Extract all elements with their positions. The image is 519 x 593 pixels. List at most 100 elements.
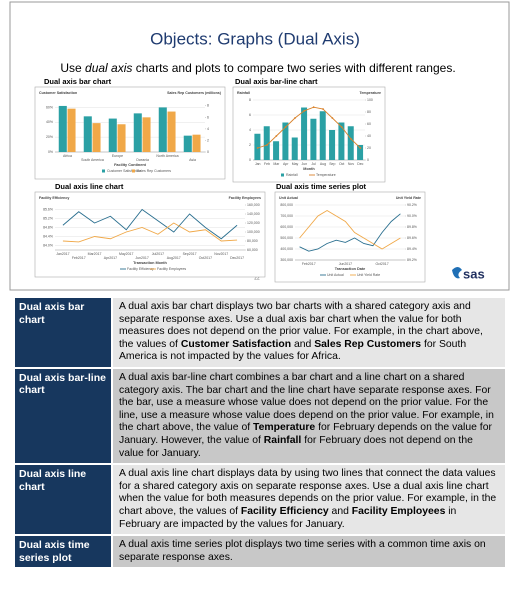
y2-axis-title: Sales Rep Customers (millions) — [167, 91, 222, 95]
line-point — [256, 147, 259, 149]
x-tick-label: Mar2017 — [88, 252, 102, 256]
bar — [329, 130, 336, 160]
x-tick-label: South America — [81, 158, 104, 162]
line-point — [275, 135, 278, 137]
y-axis-title: Facility Efficiency — [39, 196, 69, 200]
description-text: A dual axis bar chart displays two bar c… — [119, 301, 483, 350]
chart-heading: Dual axis bar chart — [44, 77, 112, 86]
term-cell: Dual axis bar chart — [15, 298, 111, 367]
table: Dual axis bar chart A dual axis bar chart… — [15, 298, 505, 569]
y2-tick-label: 90.0% — [407, 214, 417, 218]
slide-title: Objects: Graphs (Dual Axis) — [150, 29, 360, 48]
x-tick-label: Jul2017 — [152, 252, 164, 256]
term-cell: Dual axis bar-line chart — [15, 368, 111, 464]
description-cell: A dual axis time series plot displays tw… — [113, 536, 505, 568]
x-tick-label: Apr — [283, 162, 289, 166]
description-text: for South America is not impacted by the… — [119, 338, 467, 363]
y-axis-title: Rainfall — [237, 91, 250, 95]
subtitle-part: charts and plots to compare two series w… — [132, 61, 455, 75]
x-tick-label: May2017 — [119, 252, 133, 256]
slide-subtitle: Use dual axis charts and plots to compar… — [60, 61, 455, 75]
legend-label: Facility Efficiency — [127, 267, 154, 271]
x-tick-label: Jul — [311, 162, 316, 166]
line-point — [340, 126, 343, 128]
y2-tick-label: 0 — [207, 150, 209, 154]
y-tick-label: 2 — [249, 143, 251, 147]
x-tick-label: Sep2017 — [183, 252, 197, 256]
bar — [357, 145, 364, 160]
x-tick-label: Aug — [320, 162, 326, 166]
bar — [117, 124, 126, 152]
line-point — [266, 144, 268, 146]
line-point — [350, 138, 352, 140]
page-number: 22 — [254, 275, 260, 281]
chart-heading: Dual axis line chart — [55, 182, 124, 191]
line-point — [284, 126, 287, 128]
description-text: for February depends on the value for Ja… — [119, 422, 492, 446]
line — [62, 208, 238, 240]
x-tick-label: Oct2017 — [199, 256, 212, 260]
y2-tick-label: 140,000 — [247, 212, 260, 216]
x-tick-label: Nov2017 — [214, 252, 228, 256]
legend-label: Customer Satisfaction — [107, 169, 141, 173]
description-text: and — [328, 505, 352, 517]
bar — [319, 111, 326, 160]
x-axis-title: Facility Continent — [114, 163, 147, 167]
description-text: Customer Satisfaction — [180, 338, 292, 350]
bar — [92, 123, 101, 152]
y2-tick-label: 89.6% — [407, 236, 417, 240]
y2-tick-label: 20 — [367, 146, 371, 150]
legend-label: Rainfall — [286, 173, 298, 177]
legend-label: Unit Yield Rate — [357, 273, 380, 277]
line-point — [303, 109, 306, 112]
legend-label: Unit Actual — [327, 273, 344, 277]
x-tick-label: Oct2017 — [375, 262, 388, 266]
description-text: A dual axis time series plot displays tw… — [119, 539, 486, 563]
legend-label: Temperature — [316, 173, 336, 177]
y2-tick-label: 100 — [367, 98, 373, 102]
x-tick-label: Feb2017 — [302, 262, 316, 266]
x-tick-label: Jan2017 — [56, 252, 69, 256]
chart-heading: Dual axis bar-line chart — [235, 77, 318, 86]
y2-axis-title: Unit Yield Rate — [396, 196, 421, 200]
line — [257, 106, 361, 149]
line-point — [331, 117, 334, 119]
description-text: for February does not depend on the valu… — [119, 434, 473, 459]
x-tick-label: Dec — [357, 162, 363, 166]
description-cell: A dual axis line chart displays data by … — [113, 465, 505, 535]
y-tick-label: 300,000 — [280, 258, 293, 262]
y2-axis-title: Temperature — [359, 91, 381, 95]
legend-swatch — [132, 169, 135, 173]
x-tick-label: Nov — [348, 162, 354, 166]
x-axis-title: Transaction Month — [133, 261, 167, 265]
x-tick-label: Jun2017 — [339, 262, 352, 266]
y-tick-label: 40% — [46, 120, 53, 124]
y-axis-title: Unit Actual — [279, 196, 298, 200]
description-cell: A dual axis bar-line chart combines a ba… — [113, 368, 505, 464]
bar — [291, 137, 298, 160]
line-point — [359, 147, 362, 149]
y2-tick-label: 60 — [367, 122, 371, 126]
x-tick-label: Europe — [112, 154, 123, 158]
description-text: Rainfall — [263, 434, 302, 446]
x-axis-title: Month — [303, 167, 315, 171]
y2-tick-label: 80 — [367, 110, 371, 114]
x-axis-title: Transaction Date — [335, 267, 366, 271]
x-tick-label: Oceania — [136, 158, 149, 162]
table-row: Dual axis line chart A dual axis line cha… — [15, 465, 505, 535]
bar — [301, 107, 308, 160]
x-tick-label: May — [292, 162, 299, 166]
y2-tick-label: 4 — [207, 127, 209, 131]
bar — [83, 116, 92, 152]
y2-tick-label: 120,000 — [247, 221, 260, 225]
term-cell: Dual axis line chart — [15, 465, 111, 535]
y2-tick-label: 160,000 — [247, 203, 260, 207]
x-tick-label: Jun2017 — [135, 256, 148, 260]
bar — [67, 108, 76, 152]
x-tick-label: Dec2017 — [230, 256, 244, 260]
bar — [183, 135, 192, 152]
legend-label: Facility Employees — [157, 267, 186, 271]
bar — [192, 134, 201, 152]
x-tick-label: Feb — [264, 162, 270, 166]
